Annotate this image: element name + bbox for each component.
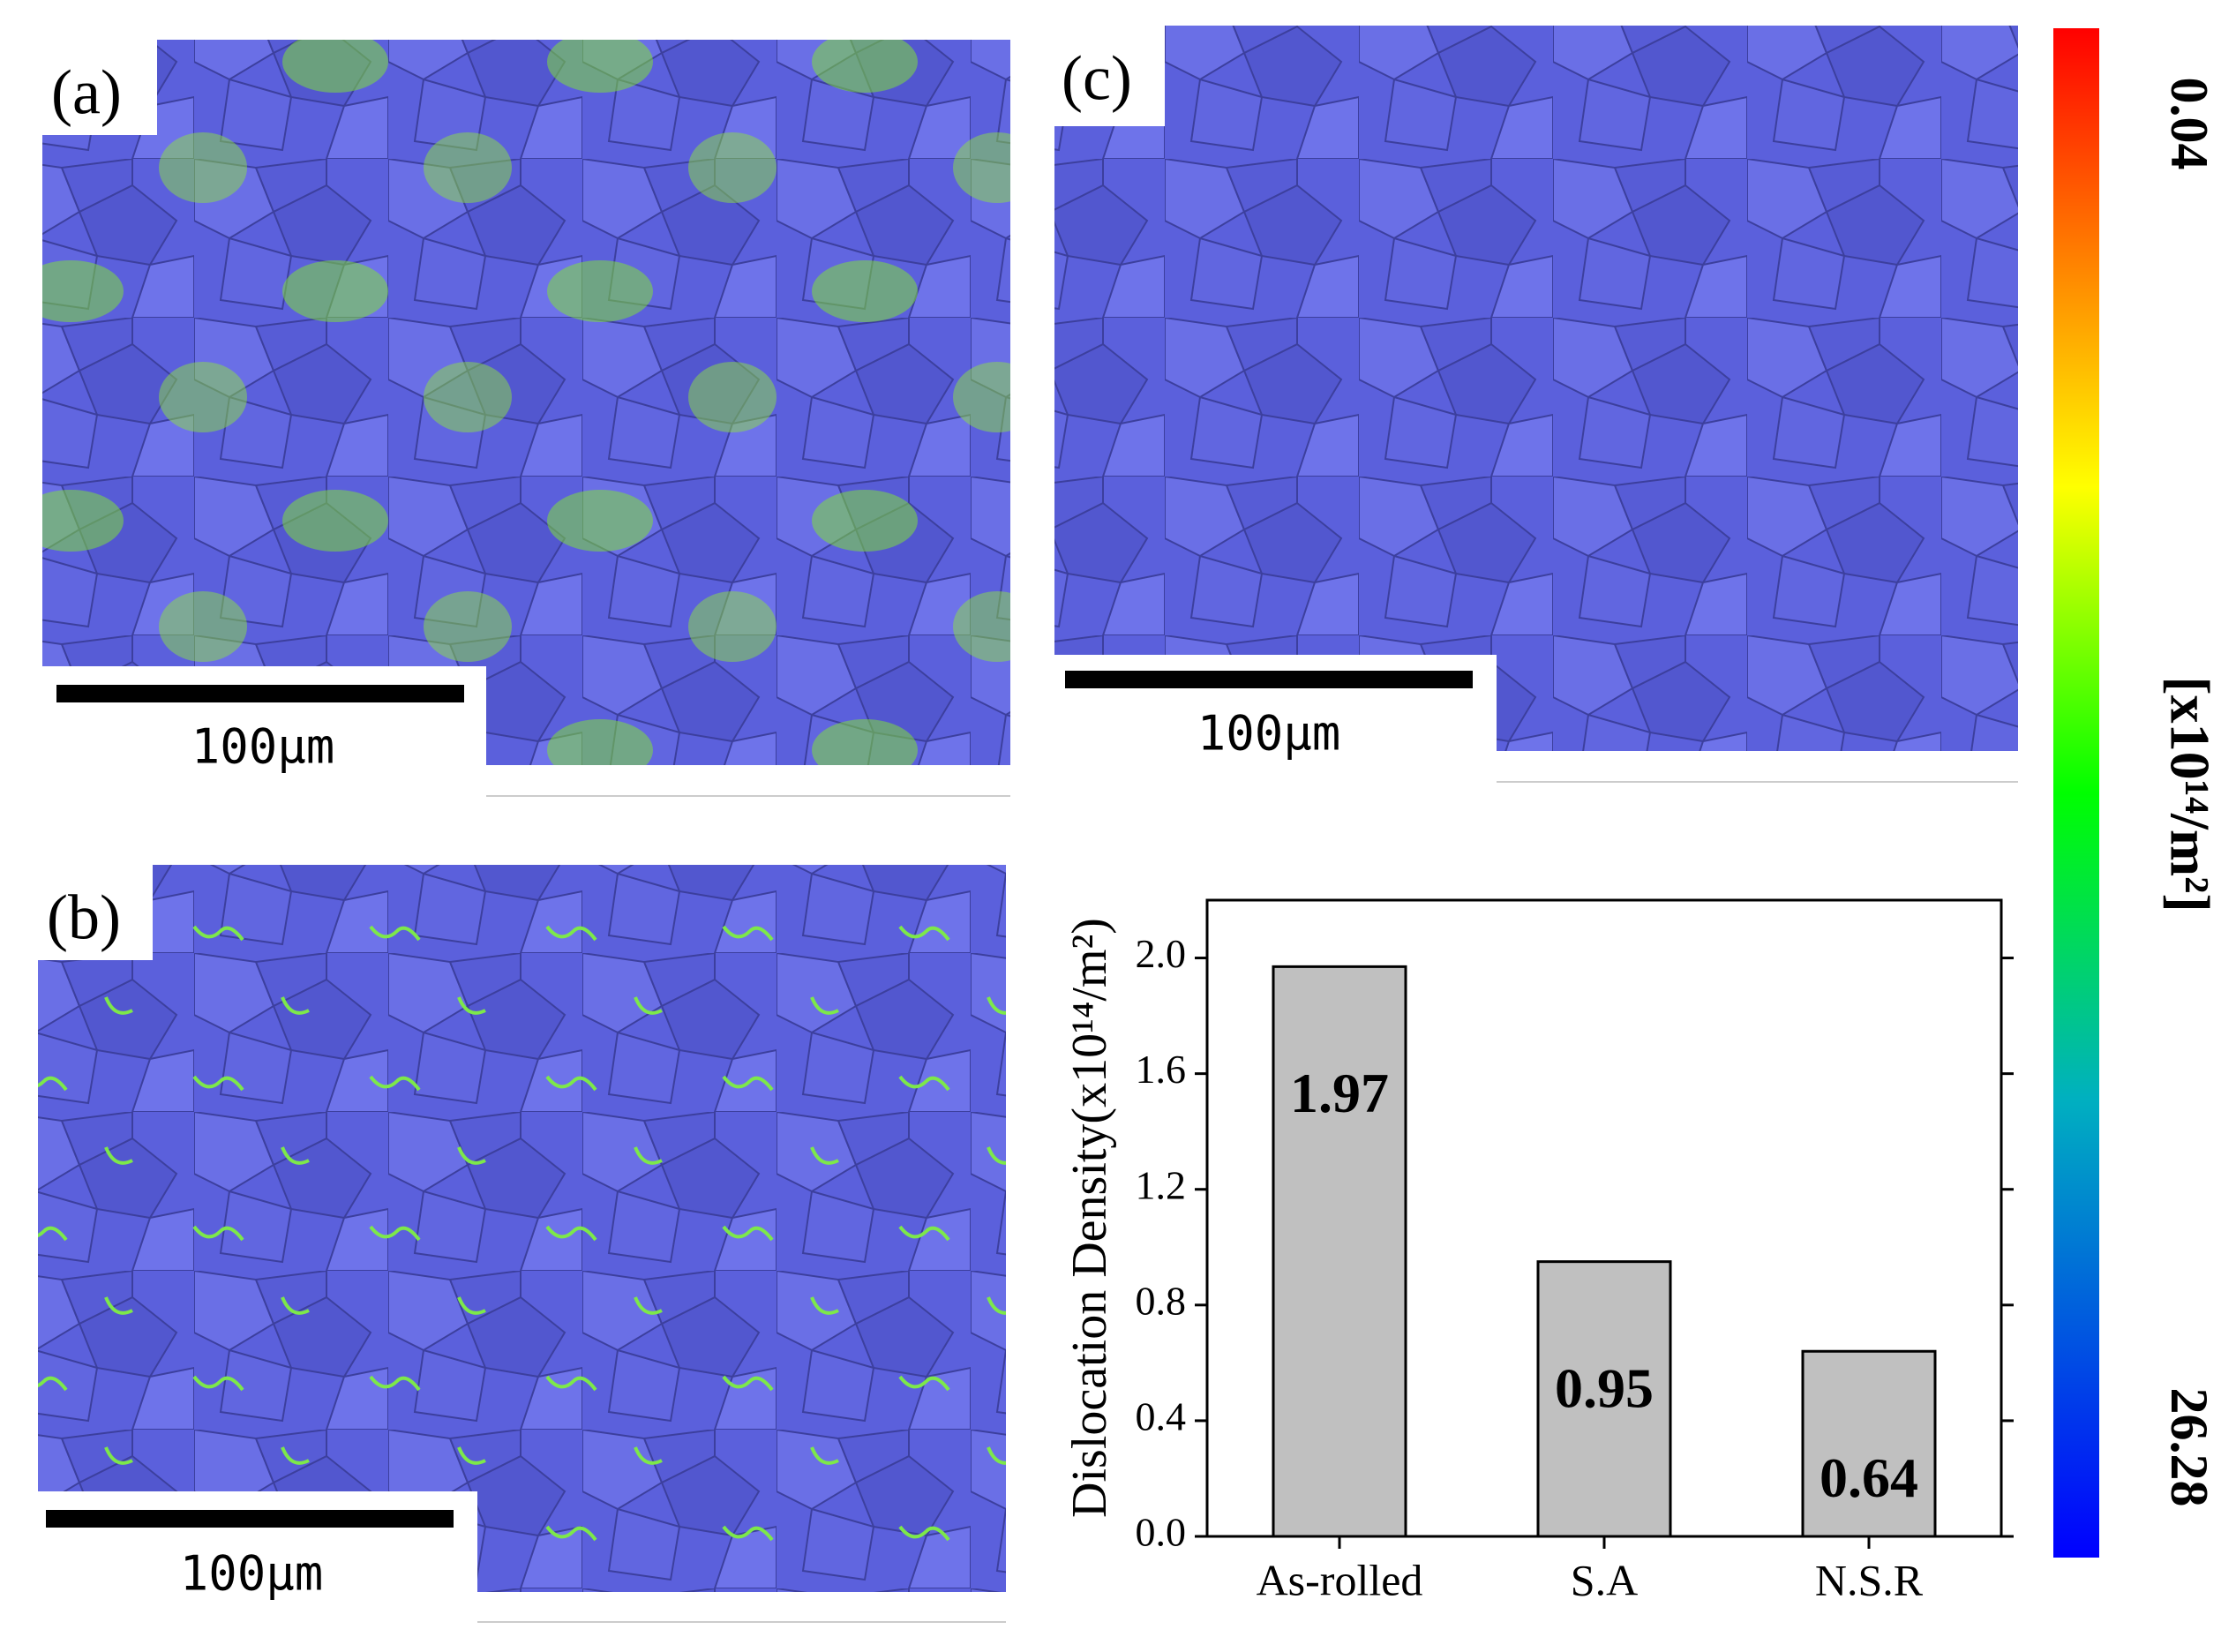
x-tick-label: N.S.R <box>1815 1555 1924 1604</box>
map-overlay <box>42 40 1010 765</box>
bar-chart: Dislocation Density(x10¹⁴/m²) 0.0 0.4 0.8 1… <box>1062 898 2014 1604</box>
bar <box>1801 1349 1937 1538</box>
colorbar-unit: [x10¹⁴/m²] <box>2158 676 2221 912</box>
y-axis-title: Dislocation Density(x10¹⁴/m²) <box>1062 918 1117 1518</box>
value-label: 0.64 <box>1820 1446 1918 1509</box>
scale-bar <box>46 1510 454 1528</box>
y-tick-label: 2.0 <box>1136 931 1187 976</box>
colorbar-top-label: 0.04 <box>2160 78 2218 170</box>
scale-area <box>38 1491 477 1596</box>
y-tick-label: 1.2 <box>1136 1162 1187 1207</box>
x-tick-label: S.A <box>1571 1555 1638 1604</box>
colorbar-bottom-label: 26.28 <box>2160 1388 2218 1507</box>
value-label: 1.97 <box>1290 1062 1389 1124</box>
scale-label: 100μm <box>191 719 335 775</box>
map-c: (c) 100μm <box>1054 26 2018 783</box>
plot-frame <box>1205 898 2003 1538</box>
map-image <box>1054 26 2018 751</box>
colorbar: 0.04 26.28 [x10¹⁴/m²] <box>2053 28 2221 1558</box>
panel-label: (a) <box>51 57 122 128</box>
scale-bar <box>1065 671 1473 688</box>
y-tick-label: 0.0 <box>1136 1510 1187 1555</box>
label-box <box>42 40 157 135</box>
y-tick-label: 0.4 <box>1136 1393 1187 1438</box>
y-tick-label: 0.8 <box>1136 1278 1187 1323</box>
y-tick-label: 1.6 <box>1136 1047 1187 1092</box>
map-overlay <box>38 865 1006 1592</box>
label-box <box>1054 26 1165 126</box>
bar <box>1272 965 1407 1538</box>
map-a: (a) 100μm <box>42 40 1010 797</box>
scale-label: 100μm <box>180 1546 324 1602</box>
value-label: 0.95 <box>1555 1356 1654 1419</box>
panel-label: (c) <box>1062 43 1132 114</box>
panel-label: (b) <box>47 882 121 953</box>
scale-label: 100μm <box>1197 706 1341 762</box>
label-box <box>38 865 153 960</box>
colorbar-scale <box>2053 28 2099 1558</box>
x-tick-label: As-rolled <box>1257 1555 1423 1604</box>
map-b: (b) 100μm <box>38 865 1006 1623</box>
bar <box>1536 1260 1672 1538</box>
scale-bar <box>56 685 464 702</box>
scale-area <box>42 666 486 768</box>
